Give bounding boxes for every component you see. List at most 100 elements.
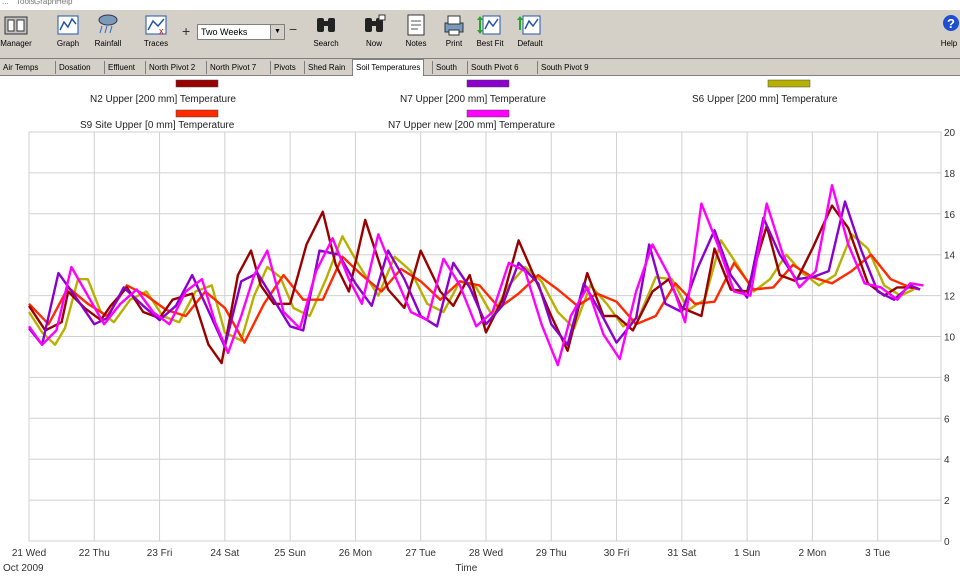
legend-label: N2 Upper [200 mm] Temperature <box>90 94 236 105</box>
notes-button[interactable]: Notes <box>396 12 436 56</box>
tab-north-pivot-7[interactable]: North Pivot 7 <box>206 61 259 74</box>
toolbar-button-label: Print <box>445 39 463 48</box>
x-tick-label: 28 Wed <box>469 548 503 559</box>
tab-effluent[interactable]: Effluent <box>104 61 138 74</box>
graph-icon <box>57 15 79 35</box>
y-tick-label: 4 <box>944 455 950 466</box>
default-button[interactable]: Default <box>510 12 550 56</box>
x-tick-label: 2 Mon <box>798 548 826 559</box>
now-button[interactable]: Now <box>354 12 394 56</box>
menu-item-3[interactable]: Help <box>56 0 73 6</box>
x-tick-label: 23 Fri <box>147 548 173 559</box>
y-tick-label: 20 <box>944 128 956 139</box>
legend-swatch <box>767 79 811 88</box>
traces-button[interactable]: x Traces <box>136 12 176 56</box>
zoom-out-button[interactable]: − <box>289 21 298 37</box>
x-tick-label: 27 Tue <box>405 548 436 559</box>
series-line-0 <box>27 204 914 365</box>
search-button[interactable]: Search <box>306 12 346 56</box>
x-axis-label: Time <box>455 563 477 574</box>
tab-south-pivot-6[interactable]: South Pivot 6 <box>467 61 522 74</box>
tab-south-pivot-9[interactable]: South Pivot 9 <box>537 61 592 74</box>
toolbar-button-label: Notes <box>405 39 427 48</box>
legend-swatch <box>175 109 219 118</box>
toolbar-button-label: Traces <box>143 39 169 48</box>
default-icon <box>517 15 541 35</box>
y-tick-label: 6 <box>944 414 950 425</box>
binoculars-now-icon <box>365 14 386 32</box>
manager-icon <box>4 16 28 35</box>
x-tick-label: 22 Thu <box>79 548 110 559</box>
tab-air-temps[interactable]: Air Temps <box>3 63 39 72</box>
toolbar-button-label: Graph <box>56 39 80 48</box>
help-icon: ? <box>943 15 959 31</box>
toolbar-button-label: Help <box>940 39 958 48</box>
y-tick-label: 12 <box>944 292 956 303</box>
graph-button[interactable]: Graph <box>48 12 88 56</box>
best-fit-icon <box>477 15 501 35</box>
series-line-2 <box>27 233 915 346</box>
toolbar-button-label: Rainfall <box>94 39 122 48</box>
zoom-in-button[interactable]: + <box>182 23 191 39</box>
binoculars-icon <box>317 18 335 32</box>
svg-text:x: x <box>159 26 164 36</box>
y-tick-label: 14 <box>944 251 956 262</box>
series-line-1 <box>28 200 921 348</box>
print-icon <box>444 15 464 36</box>
menu-item-0[interactable]: ... <box>2 0 9 6</box>
x-tick-label: 21 Wed <box>12 548 46 559</box>
rainfall-icon <box>98 14 118 34</box>
menu-item-2[interactable]: Graph <box>34 0 57 6</box>
x-tick-label: 25 Sun <box>274 548 306 559</box>
series-line-4 <box>28 183 924 367</box>
tab-strip: Air Temps Dosation Effluent North Pivot 2 No… <box>0 59 960 76</box>
y-tick-label: 0 <box>944 537 950 548</box>
x-tick-label: 30 Fri <box>604 548 630 559</box>
period-select[interactable]: Two Weeks ▼ <box>197 24 285 40</box>
toolbar: Manager Graph Rainfall x Traces Search Now Note… <box>0 10 960 59</box>
help-button[interactable]: ? Help <box>938 12 960 56</box>
legend-label: S6 Upper [200 mm] Temperature <box>692 94 838 105</box>
menu-bar: ... Tools Graph Help <box>0 0 960 10</box>
tab-shed-rain[interactable]: Shed Rain <box>304 61 348 74</box>
x-tick-label: 1 Sun <box>734 548 760 559</box>
y-tick-label: 8 <box>944 373 950 384</box>
x-tick-label: 26 Mon <box>339 548 372 559</box>
x-tick-label: 31 Sat <box>667 548 696 559</box>
legend-label: S9 Site Upper [0 mm] Temperature <box>80 120 235 131</box>
manager-button[interactable]: Manager <box>0 12 36 56</box>
series-line-3 <box>28 253 921 344</box>
svg-text:?: ? <box>947 16 955 31</box>
soil-temperature-chart: 0 2 4 6 8 10 12 14 16 18 20 21 Wed 22 Thu 23 Fri 24 Sa… <box>3 79 956 574</box>
toolbar-button-label: Best Fit <box>476 39 504 48</box>
traces-icon: x <box>145 15 167 36</box>
tab-north-pivot-2[interactable]: North Pivot 2 <box>145 61 198 74</box>
tab-dosation[interactable]: Dosation <box>55 61 94 74</box>
legend-swatch <box>466 109 510 118</box>
notes-icon <box>407 14 425 36</box>
chart-area: 0 2 4 6 8 10 12 14 16 18 20 21 Wed 22 Thu 23 Fri 24 Sa… <box>0 76 960 581</box>
best-fit-button[interactable]: Best Fit <box>470 12 510 56</box>
tab-soil-temperatures[interactable]: Soil Temperatures <box>352 59 425 76</box>
toolbar-button-label: Manager <box>0 39 32 48</box>
chevron-down-icon[interactable]: ▼ <box>270 25 284 39</box>
menu-item-1[interactable]: Tools <box>16 0 35 6</box>
legend-label: N7 Upper new [200 mm] Temperature <box>388 120 556 131</box>
y-tick-label: 18 <box>944 169 956 180</box>
x-tick-label: 24 Sat <box>210 548 239 559</box>
print-button[interactable]: Print <box>434 12 474 56</box>
toolbar-button-label: Now <box>365 39 382 48</box>
rainfall-button[interactable]: Rainfall <box>88 12 128 56</box>
legend-swatch <box>175 79 219 88</box>
legend-label: N7 Upper [200 mm] Temperature <box>400 94 546 105</box>
x-tick-label: 3 Tue <box>865 548 890 559</box>
toolbar-button-label: Search <box>313 39 339 48</box>
tab-south[interactable]: South <box>432 61 460 74</box>
x-tick-label: 29 Thu <box>536 548 567 559</box>
legend-swatch <box>466 79 510 88</box>
toolbar-button-label: Default <box>517 39 543 48</box>
y-tick-label: 10 <box>944 333 956 344</box>
tab-pivots[interactable]: Pivots <box>270 61 299 74</box>
period-select-value: Two Weeks <box>201 27 248 37</box>
y-tick-label: 16 <box>944 210 956 221</box>
